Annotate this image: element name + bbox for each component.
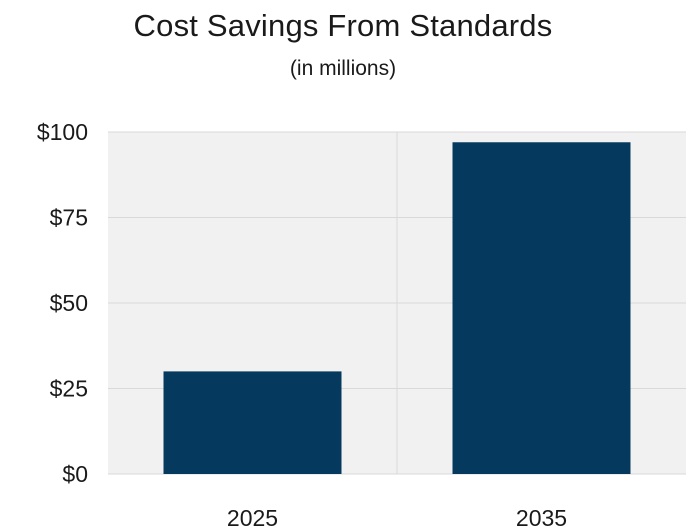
y-tick-label: $75: [50, 205, 88, 231]
x-axis-categories: 2025 2035: [227, 505, 567, 531]
bar-2025: [163, 371, 342, 474]
y-tick-label: $0: [62, 461, 88, 487]
y-tick-label: $100: [37, 119, 88, 145]
chart-subtitle: (in millions): [289, 57, 397, 80]
bar-2035: [452, 142, 631, 474]
bars: [163, 142, 631, 474]
x-category-label: 2035: [516, 505, 567, 531]
y-axis-ticks: $0 $25 $50 $75 $100: [37, 119, 88, 487]
y-tick-label: $25: [50, 376, 88, 402]
chart-title: Cost Savings From Standards: [133, 8, 553, 43]
x-category-label: 2025: [227, 505, 278, 531]
y-tick-label: $50: [50, 290, 88, 316]
